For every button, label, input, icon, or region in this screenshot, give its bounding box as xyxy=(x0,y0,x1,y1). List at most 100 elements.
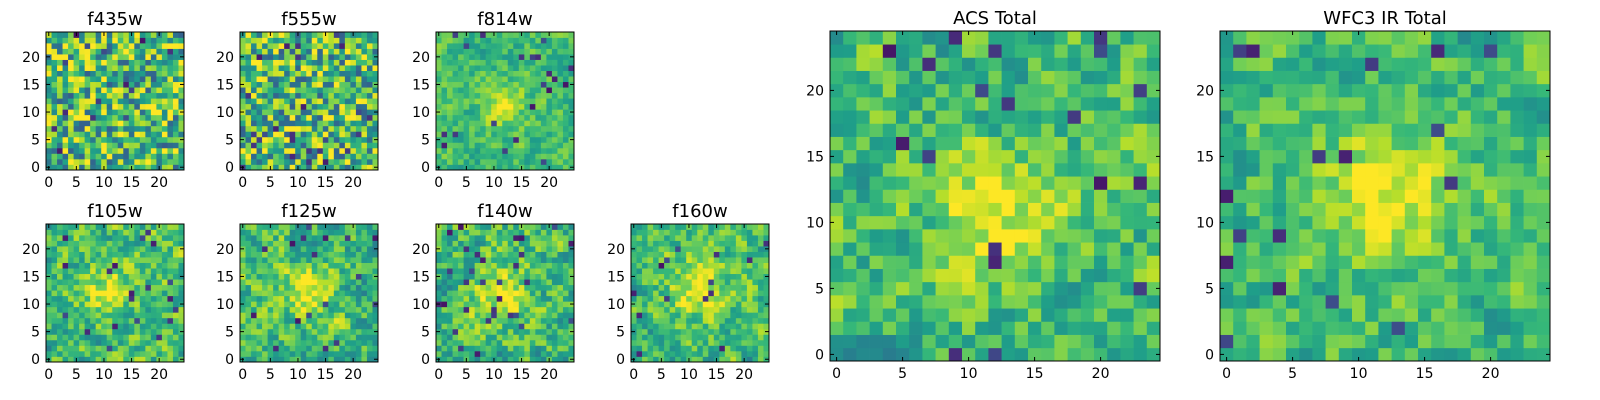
cell xyxy=(551,125,558,132)
cell xyxy=(636,246,643,252)
cell xyxy=(491,334,498,341)
cell xyxy=(150,114,157,121)
cell xyxy=(535,356,542,363)
cell xyxy=(90,334,97,341)
cell xyxy=(447,103,453,110)
cell xyxy=(922,268,936,283)
cell xyxy=(463,262,470,269)
cell xyxy=(746,339,753,346)
cell xyxy=(161,279,168,286)
cell xyxy=(551,268,558,275)
cell xyxy=(502,131,509,138)
cell xyxy=(128,273,135,280)
cell xyxy=(84,295,91,302)
cell xyxy=(278,306,285,313)
cell xyxy=(262,251,268,258)
cell xyxy=(317,92,324,99)
cell xyxy=(106,114,113,121)
cell xyxy=(68,229,74,236)
cell xyxy=(101,142,108,149)
cell xyxy=(658,323,665,330)
cell xyxy=(333,32,340,38)
cell xyxy=(469,65,475,71)
cell xyxy=(763,262,770,269)
cell xyxy=(518,114,525,121)
cell xyxy=(256,153,263,160)
cell xyxy=(1041,295,1055,309)
y-tick-label: 20 xyxy=(216,242,234,258)
cell xyxy=(68,120,74,127)
cell xyxy=(262,109,268,116)
cell xyxy=(458,356,464,363)
cell xyxy=(361,251,368,258)
cell xyxy=(568,290,575,297)
cell xyxy=(84,290,91,297)
cell xyxy=(935,215,950,230)
cell xyxy=(339,312,346,319)
cell xyxy=(278,235,285,241)
cell xyxy=(262,158,268,165)
cell xyxy=(664,312,670,319)
cell xyxy=(372,257,379,263)
cell xyxy=(697,251,704,258)
cell xyxy=(46,262,52,269)
cell xyxy=(757,345,764,352)
cell xyxy=(922,281,936,296)
cell xyxy=(306,120,313,127)
cell xyxy=(112,37,119,44)
cell xyxy=(730,268,737,275)
cell xyxy=(73,323,80,330)
cell xyxy=(1120,176,1134,190)
cell xyxy=(139,114,146,121)
cell xyxy=(529,136,536,143)
cell xyxy=(647,306,654,313)
cell xyxy=(350,120,357,127)
cell xyxy=(441,339,448,346)
cell xyxy=(311,290,318,297)
cell xyxy=(366,350,373,357)
cell xyxy=(128,59,135,66)
cell xyxy=(691,262,698,269)
cell xyxy=(167,92,174,99)
cell xyxy=(856,281,870,296)
cell xyxy=(1067,308,1082,322)
cell xyxy=(436,268,442,275)
cell xyxy=(62,317,69,324)
cell xyxy=(306,246,313,252)
cell xyxy=(480,32,487,38)
cell xyxy=(557,142,564,149)
cell xyxy=(518,251,525,258)
cell xyxy=(150,317,157,324)
cell xyxy=(95,65,102,71)
cell xyxy=(469,290,475,297)
cell xyxy=(843,281,857,296)
cell xyxy=(295,240,302,247)
cell xyxy=(150,235,157,241)
cell xyxy=(256,350,263,357)
cell xyxy=(372,229,379,236)
cell xyxy=(535,279,542,286)
cell xyxy=(57,257,63,263)
cell xyxy=(480,153,487,160)
cell xyxy=(161,114,168,121)
cell xyxy=(156,114,163,121)
cell xyxy=(262,120,268,127)
cell xyxy=(664,279,670,286)
cell xyxy=(339,142,346,149)
cell xyxy=(245,98,252,105)
cell xyxy=(101,37,108,44)
cell xyxy=(562,229,569,236)
cell xyxy=(339,339,346,346)
cell xyxy=(485,235,492,241)
cell xyxy=(518,37,525,44)
cell xyxy=(540,147,547,154)
cell xyxy=(112,92,119,99)
cell xyxy=(156,98,163,105)
cell xyxy=(134,345,141,352)
cell xyxy=(922,308,936,322)
cell xyxy=(631,229,637,236)
cell xyxy=(843,268,857,283)
cell xyxy=(441,43,448,49)
cell xyxy=(278,87,285,94)
y-tick-label: 10 xyxy=(216,297,234,313)
